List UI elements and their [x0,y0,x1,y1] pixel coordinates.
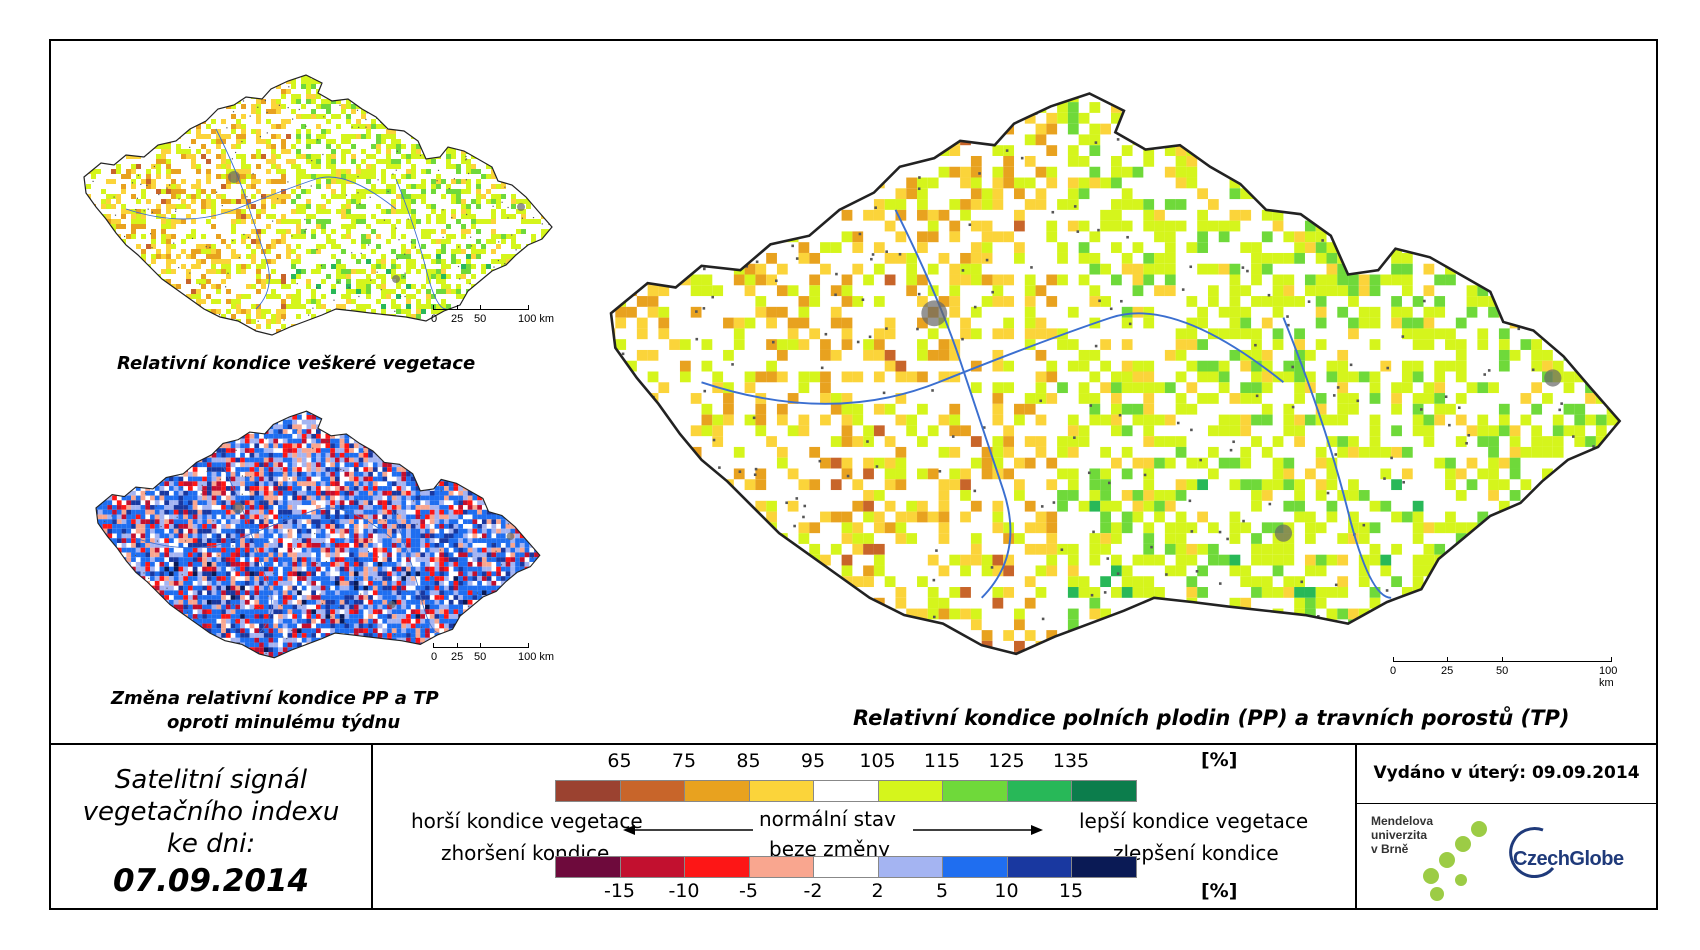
scalebar-main: 0 25 50 100 km [1387,657,1627,689]
mendel-logo-line3: v Brně [1371,842,1409,856]
legend-top-swatch [1006,780,1072,802]
legend-top-swatch [684,780,750,802]
legend-top-swatch [813,780,879,802]
legend-bottom-swatch [1006,856,1072,878]
legend-center-line1: normální stav [759,807,897,831]
legend-top-swatch [942,780,1008,802]
legend: [%] [%] horší kondice vegetace zhoršení … [373,745,1355,908]
legend-top-swatch [877,780,943,802]
scalebar-label-100: 100 km [1599,665,1618,689]
czechglobe-swoosh-icon [1509,827,1555,878]
date-box-date: 07.09.2014 [112,863,310,899]
legend-bottom-swatch [942,856,1008,878]
legend-arrow-left [623,825,753,835]
legend-top-tick: 95 [800,750,826,772]
czechglobe-text: CzechGlobe [1513,848,1624,870]
legend-bottom-tick: 5 [935,880,949,902]
legend-bottom-swatch [684,856,750,878]
mendel-logo: Mendelova univerzita v Brně [1371,814,1491,904]
czechglobe-logo: CzechGlobe [1503,824,1653,894]
legend-top-unit: [%] [1201,749,1238,771]
main-map-caption: Relativní kondice polních plodin (PP) a … [853,706,1570,730]
legend-bottom-swatch [813,856,879,878]
date-box-line3: ke dni: [166,829,256,859]
legend-right-line1: lepší kondice vegetace [1079,809,1309,833]
all-vegetation-map [83,74,553,336]
issued-date-text: Vydáno v úterý: 09.09.2014 [1373,763,1640,783]
legend-top-swatch [1071,780,1137,802]
legend-top-tick: 125 [988,750,1025,772]
change-caption-line1: Změna relativní kondice PP a TP [111,688,439,709]
scalebar-label-25: 25 [451,313,464,325]
scalebar-label-0: 0 [1390,665,1397,677]
legend-top-tick: 85 [736,750,761,772]
legend-bottom-tick: -15 [603,880,636,902]
all-vegetation-caption: Relativní kondice veškeré vegetace [117,353,476,374]
legend-top-tick: 115 [923,750,961,772]
scalebar-label-100: 100 km [518,651,555,663]
legend-bottom-tick: -10 [668,880,700,902]
mendel-dots-icon [1423,821,1487,901]
legend-bottom-tick: 15 [1058,880,1084,902]
legend-top-swatch [619,780,685,802]
mendel-logo-line2: univerzita [1371,828,1428,842]
legend-top-tick: 135 [1052,750,1090,772]
legend-top-swatch [555,780,621,802]
date-box: Satelitní signál vegetačního indexu ke d… [51,745,371,908]
legend-bottom-swatch [1071,856,1137,878]
figure-frame: 0 25 50 100 km Relativní kondice veškeré… [49,39,1658,910]
date-box-line2: vegetačního indexu [82,797,340,827]
scalebar-label-50: 50 [1496,665,1509,677]
scalebar-small-1: 0 25 50 100 km [428,305,578,335]
change-map [95,410,541,659]
legend-bottom-swatch [555,856,621,878]
scalebar-label-0: 0 [431,651,438,663]
scalebar-label-0: 0 [431,313,438,325]
date-box-line1: Satelitní signál [114,765,308,795]
legend-arrow-right [913,825,1043,835]
legend-left-line1: horší kondice vegetace [411,809,643,833]
legend-top-tick: 105 [859,750,896,772]
main-map [609,92,1622,656]
legend-bottom-swatch [748,856,814,878]
scalebar-label-25: 25 [1441,665,1454,677]
legend-bottom-unit: [%] [1201,880,1238,902]
scalebar-label-100: 100 km [518,313,555,325]
logos-box: Mendelova univerzita v Brně CzechGlobe [1357,804,1656,908]
scalebar-label-25: 25 [451,651,464,663]
legend-top-tick: 65 [607,750,632,772]
change-caption-line2: oproti minulému týdnu [167,712,401,733]
legend-top-swatch [748,780,814,802]
legend-bottom-tick: 10 [994,880,1019,902]
legend-bottom-tick: 2 [871,880,884,902]
legend-top-tick: 75 [671,750,697,772]
legend-bottom-tick: -2 [803,880,823,902]
issued-box: Vydáno v úterý: 09.09.2014 [1357,745,1656,805]
scalebar-label-50: 50 [474,651,487,663]
legend-bottom-tick: -5 [739,880,758,902]
scalebar-label-50: 50 [474,313,487,325]
mendel-logo-line1: Mendelova [1371,814,1434,828]
legend-right-line2: zlepšení kondice [1113,841,1279,865]
legend-bottom-swatch [877,856,943,878]
legend-bottom-swatch [619,856,685,878]
scalebar-small-2: 0 25 50 100 km [428,643,578,673]
